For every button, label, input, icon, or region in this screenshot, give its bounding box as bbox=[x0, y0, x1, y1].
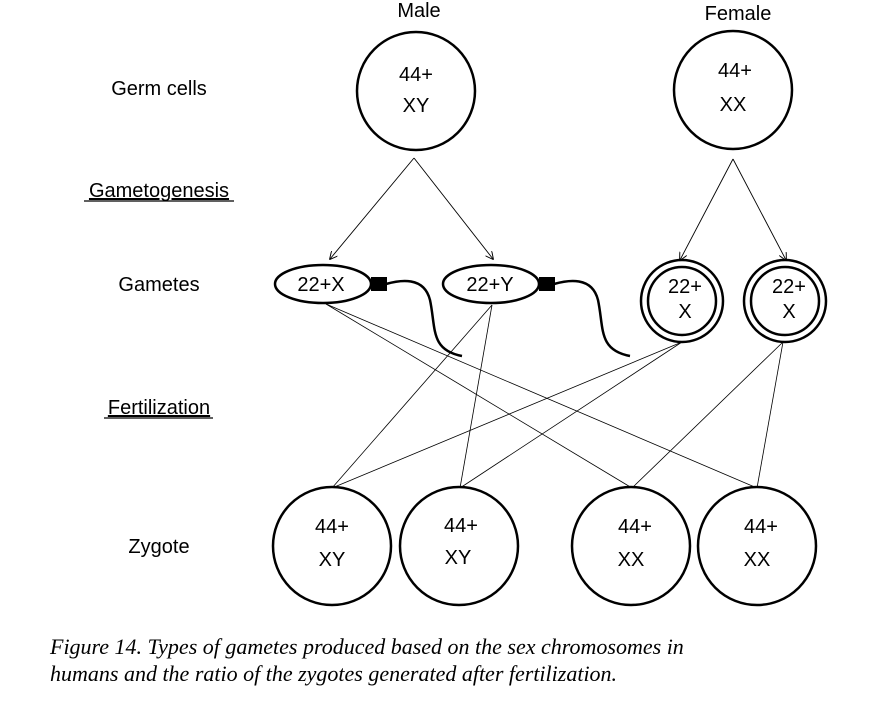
zygote-1-autosomes: 44+ bbox=[315, 516, 349, 538]
line-egg-2-to-zygote-3 bbox=[631, 341, 784, 489]
zygote-4: 44+ XX bbox=[696, 485, 818, 607]
row-label-zygote: Zygote bbox=[128, 536, 189, 558]
line-egg-1-to-zygote-2 bbox=[459, 341, 683, 489]
arrow-male-to-sperm-x bbox=[330, 157, 415, 259]
line-egg-2-to-zygote-4 bbox=[756, 341, 784, 489]
male-germ-cell-autosomes: 44+ bbox=[399, 64, 433, 86]
zygote-3: 44+ XX bbox=[570, 485, 692, 607]
male-header: Male bbox=[397, 0, 440, 22]
sperm-y-midpiece bbox=[539, 277, 555, 291]
line-egg-1-to-zygote-1 bbox=[331, 341, 683, 489]
egg-2-autosomes: 22+ bbox=[772, 276, 806, 298]
fertilization-lines bbox=[325, 303, 784, 489]
zygote-2: 44+ XY bbox=[398, 485, 520, 607]
zygote-3-autosomes: 44+ bbox=[618, 516, 652, 538]
female-header: Female bbox=[705, 3, 772, 25]
egg-2-gamete: 22+ X bbox=[742, 258, 828, 344]
line-sperm-y-to-zygote-1 bbox=[331, 304, 493, 489]
sperm-x-gamete: 22+X bbox=[273, 263, 463, 358]
line-sperm-y-to-zygote-2 bbox=[459, 304, 493, 489]
row-label-gametogenesis: Gametogenesis bbox=[89, 180, 229, 202]
line-sperm-x-to-zygote-3 bbox=[325, 303, 633, 489]
egg-1-autosomes: 22+ bbox=[668, 276, 702, 298]
zygote-1-sex-chromosomes: XY bbox=[319, 549, 346, 571]
row-label-germ-cells: Germ cells bbox=[111, 78, 207, 100]
arrow-male-to-sperm-y bbox=[413, 157, 493, 259]
male-germ-cell: 44+ XY bbox=[355, 30, 477, 152]
egg-2-sex-chromosome: X bbox=[782, 301, 795, 323]
zygote-4-sex-chromosomes: XX bbox=[744, 549, 771, 571]
zygote-1: 44+ XY bbox=[271, 485, 393, 607]
zygote-2-sex-chromosomes: XY bbox=[445, 547, 472, 569]
female-germ-cell-autosomes: 44+ bbox=[718, 60, 752, 82]
sperm-x-midpiece bbox=[371, 277, 387, 291]
line-sperm-x-to-zygote-4 bbox=[325, 303, 758, 489]
male-germ-cell-sex-chromosomes: XY bbox=[403, 95, 430, 117]
sperm-y-label: 22+Y bbox=[466, 274, 513, 296]
zygote-3-sex-chromosomes: XX bbox=[618, 549, 645, 571]
figure-caption-line-1: Figure 14. Types of gametes produced bas… bbox=[50, 634, 684, 659]
arrow-female-to-egg-2 bbox=[732, 158, 786, 260]
zygote-4-autosomes: 44+ bbox=[744, 516, 778, 538]
sperm-x-label: 22+X bbox=[297, 274, 344, 296]
sperm-y-tail bbox=[553, 279, 631, 358]
zygote-2-autosomes: 44+ bbox=[444, 515, 478, 537]
figure-caption: Figure 14. Types of gametes produced bas… bbox=[50, 633, 870, 687]
gametogenesis-arrows bbox=[330, 157, 786, 260]
arrow-female-to-egg-1 bbox=[680, 158, 734, 260]
female-germ-cell: 44+ XX bbox=[672, 29, 794, 151]
figure-caption-line-2: humans and the ratio of the zygotes gene… bbox=[50, 661, 618, 686]
sperm-y-gamete: 22+Y bbox=[441, 263, 631, 358]
egg-1-gamete: 22+ X bbox=[639, 258, 725, 344]
row-label-fertilization: Fertilization bbox=[108, 397, 210, 419]
row-label-gametes: Gametes bbox=[118, 274, 199, 296]
sperm-x-tail bbox=[385, 279, 463, 358]
female-germ-cell-sex-chromosomes: XX bbox=[720, 94, 747, 116]
egg-1-sex-chromosome: X bbox=[678, 301, 691, 323]
